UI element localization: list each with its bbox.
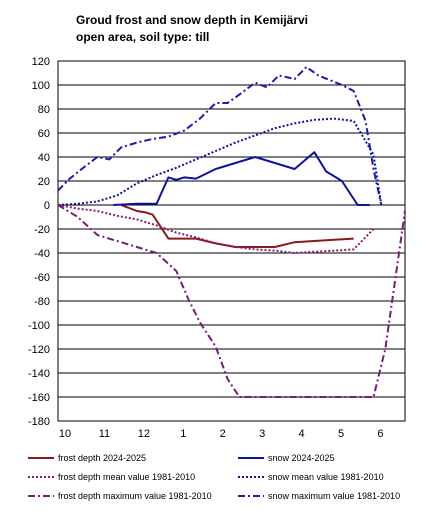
series-line-4 bbox=[57, 117, 383, 206]
series-line-2 bbox=[113, 151, 370, 206]
chart-title: Groud frost and snow depth in Kemijärvi bbox=[76, 13, 309, 27]
y-tick-label: -180 bbox=[28, 416, 50, 428]
y-tick-label: 60 bbox=[38, 128, 50, 140]
y-tick-label: 40 bbox=[38, 152, 50, 164]
y-tick-label: -80 bbox=[34, 296, 50, 308]
y-tick-label: 120 bbox=[32, 56, 50, 68]
legend-label: snow maximum value 1981-2010 bbox=[268, 491, 401, 501]
legend-label: frost depth 2024-2025 bbox=[58, 453, 147, 463]
legend-swatch bbox=[238, 476, 264, 478]
y-tick-label: 20 bbox=[38, 176, 50, 188]
legend-swatch bbox=[238, 495, 264, 497]
x-tick-label: 3 bbox=[259, 428, 265, 440]
x-tick-label: 6 bbox=[377, 428, 383, 440]
y-tick-label: 100 bbox=[32, 80, 50, 92]
legend-label: snow 2024-2025 bbox=[268, 453, 335, 463]
series-line-3 bbox=[57, 204, 375, 254]
y-tick-label: 0 bbox=[44, 200, 50, 212]
y-tick-label: -160 bbox=[28, 392, 50, 404]
legend-swatch bbox=[28, 476, 54, 478]
x-tick-label: 5 bbox=[338, 428, 344, 440]
x-tick-label: 10 bbox=[59, 428, 71, 440]
chart-title-block: Groud frost and snow depth in Kemijärvi … bbox=[76, 12, 308, 46]
y-tick-label: -100 bbox=[28, 320, 50, 332]
chart-legend: frost depth 2024-2025 snow 2024-2025 frost… bbox=[0, 444, 430, 520]
chart-subtitle: open area, soil type: till bbox=[76, 30, 210, 44]
legend-swatch bbox=[238, 457, 264, 459]
y-tick-label: -140 bbox=[28, 368, 50, 380]
series-line-6 bbox=[57, 66, 383, 206]
series-line-5 bbox=[57, 204, 406, 398]
y-tick-label: -40 bbox=[34, 248, 50, 260]
y-tick-label: 80 bbox=[38, 104, 50, 116]
y-tick-label: -20 bbox=[34, 224, 50, 236]
y-tick-label: -60 bbox=[34, 272, 50, 284]
plot-area bbox=[57, 60, 406, 422]
legend-swatch bbox=[28, 495, 54, 497]
x-tick-label: 4 bbox=[299, 428, 305, 440]
legend-swatch bbox=[28, 457, 54, 459]
legend-label: frost depth maximum value 1981-2010 bbox=[58, 491, 212, 501]
chart-plot: 120 100 80 60 40 20 0 -20 -40 -60 -80 -100 -120 -140 -… bbox=[28, 56, 406, 440]
x-tick-label: 2 bbox=[220, 428, 226, 440]
legend-label: frost depth mean value 1981-2010 bbox=[58, 472, 196, 482]
y-tick-label: -120 bbox=[28, 344, 50, 356]
x-tick-label: 12 bbox=[138, 428, 150, 440]
x-tick-label: 1 bbox=[180, 428, 186, 440]
x-tick-label: 11 bbox=[99, 428, 110, 440]
legend-label: snow mean value 1981-2010 bbox=[268, 472, 384, 482]
